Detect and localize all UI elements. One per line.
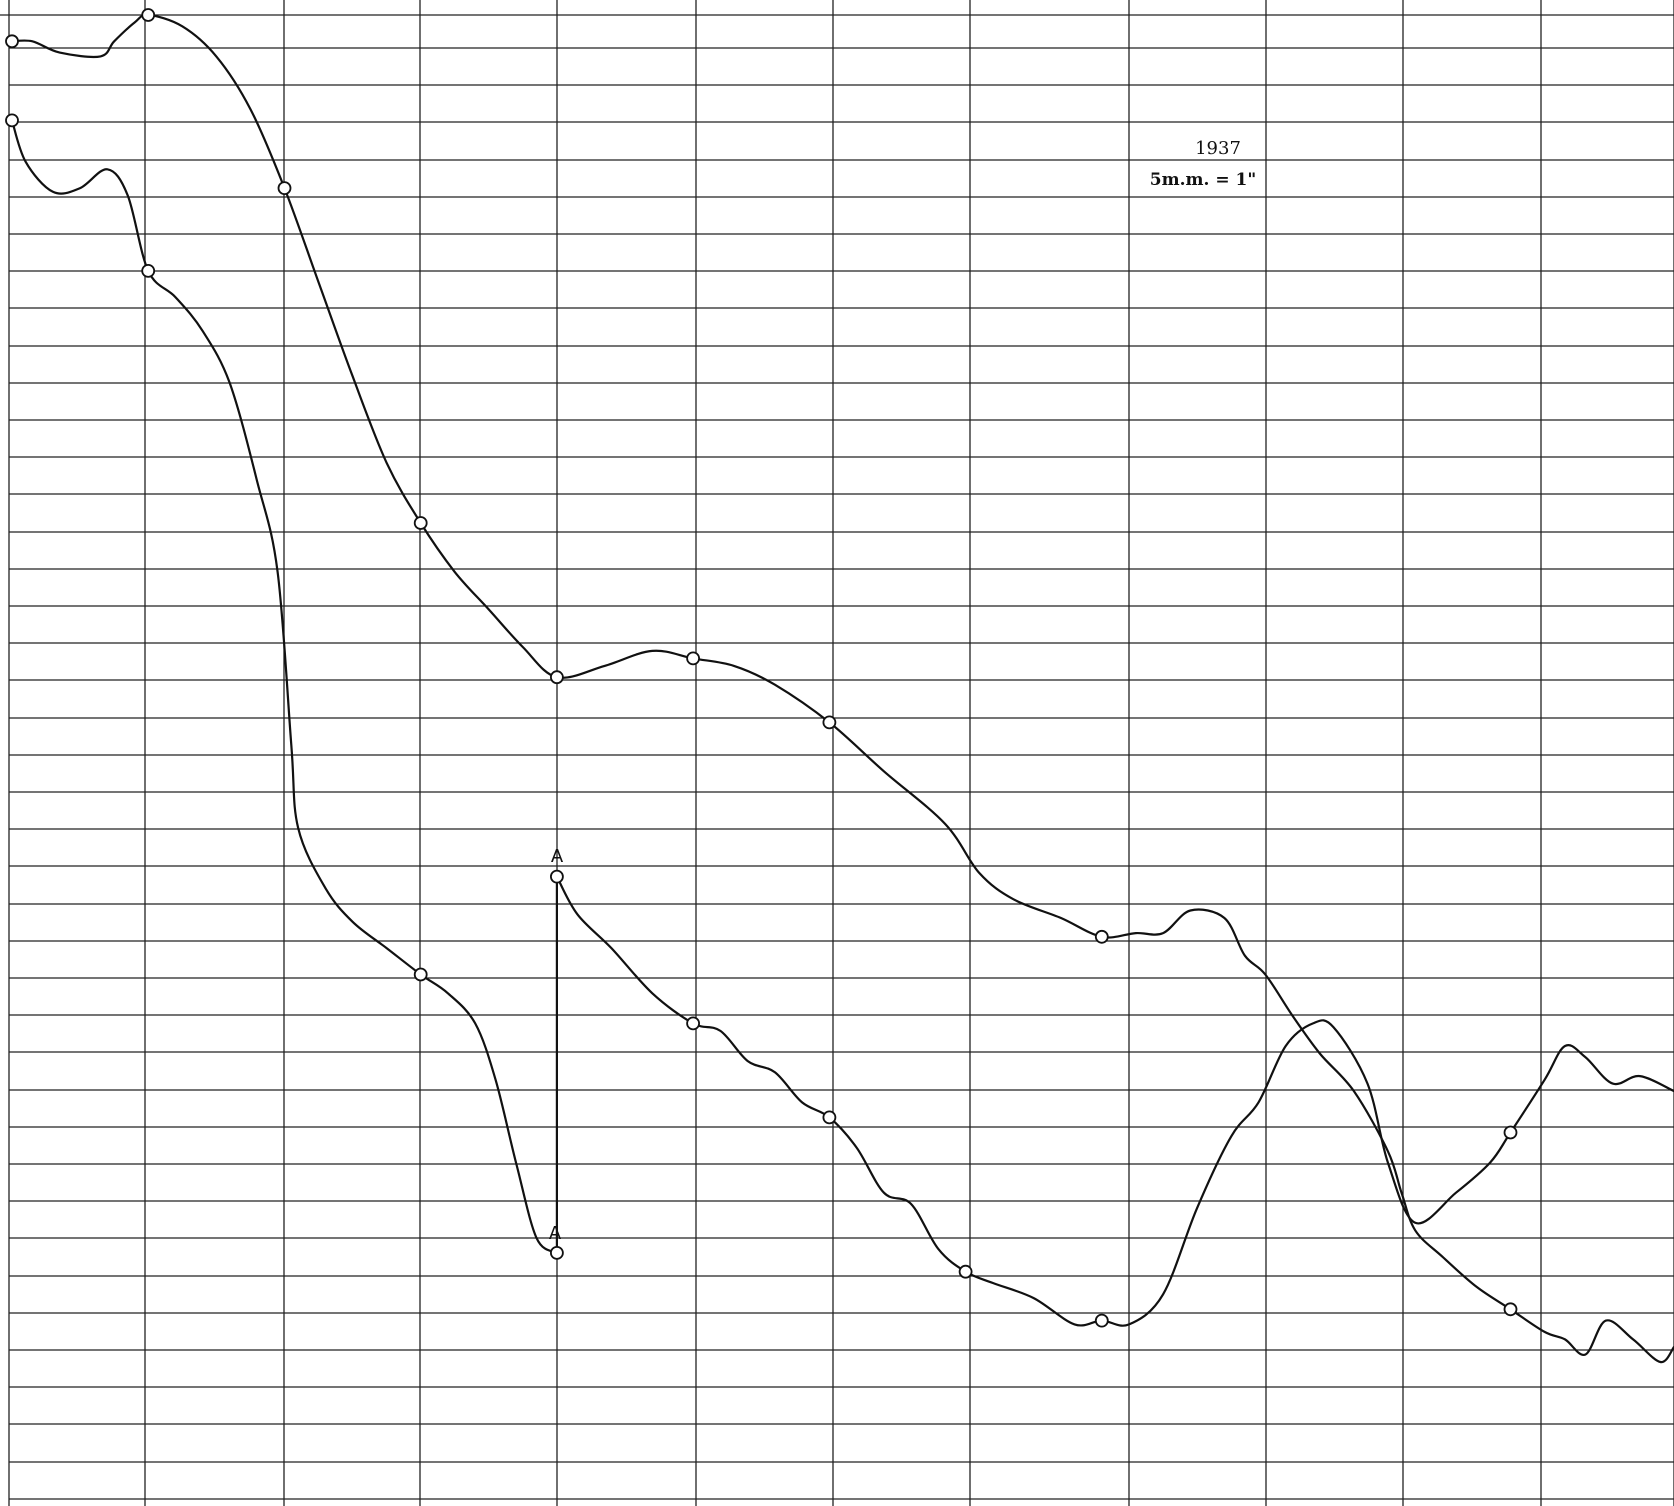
series-2-point-0 <box>5 113 19 128</box>
series-1-point-45 <box>1503 1302 1518 1317</box>
series-3-point-0 <box>550 869 564 884</box>
series-lines <box>10 13 1674 1364</box>
point-labels: A A <box>549 846 564 1244</box>
series-2-point-17 <box>413 967 428 982</box>
series-1-line <box>10 13 1674 1364</box>
series-3-line <box>555 875 1674 1327</box>
series-3-point-18 <box>1094 1313 1109 1328</box>
series-1-point-21 <box>686 651 700 666</box>
scale-annotation: 5m.m. = 1" <box>1150 170 1256 190</box>
series-1-point-14 <box>413 516 428 530</box>
series-3-point-9 <box>822 1110 837 1125</box>
point-label-a-upper: A <box>551 846 564 867</box>
series-3-point-32 <box>1503 1125 1518 1140</box>
point-label-a-lower: A <box>549 1223 562 1244</box>
year-annotation: 1937 <box>1195 138 1241 159</box>
annotation-box: 1937 5m.m. = 1" <box>1150 138 1256 190</box>
series-1-point-30 <box>1094 929 1109 944</box>
series-1-point-18 <box>550 670 564 685</box>
series-1-point-10 <box>277 181 292 196</box>
series-3-point-14 <box>958 1264 973 1279</box>
series-1-point-0 <box>5 34 19 49</box>
series-1-point-24 <box>822 715 837 730</box>
series-2-line <box>10 119 558 1254</box>
series-3-point-4 <box>686 1016 700 1031</box>
series-2-point-6 <box>141 263 156 278</box>
series-2-point-23 <box>550 1246 564 1260</box>
series-1-point-6 <box>141 8 156 22</box>
series-markers <box>5 8 1518 1328</box>
